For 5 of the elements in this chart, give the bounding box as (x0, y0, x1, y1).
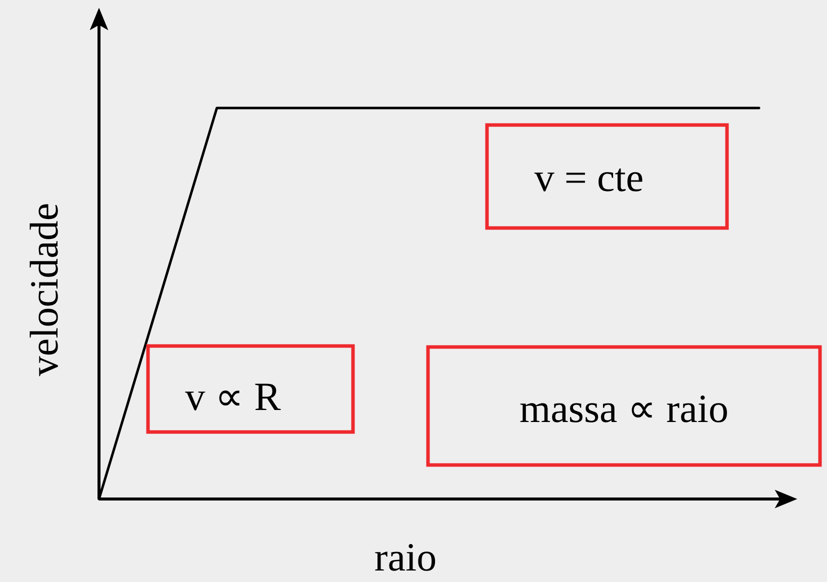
annotation: massa ∝ raio (520, 386, 728, 431)
y-axis-title: velocidade (22, 202, 66, 376)
x-axis-title: raio (374, 534, 437, 580)
annotation: v = cte (534, 155, 644, 200)
annotation: v ∝ R (185, 374, 282, 419)
